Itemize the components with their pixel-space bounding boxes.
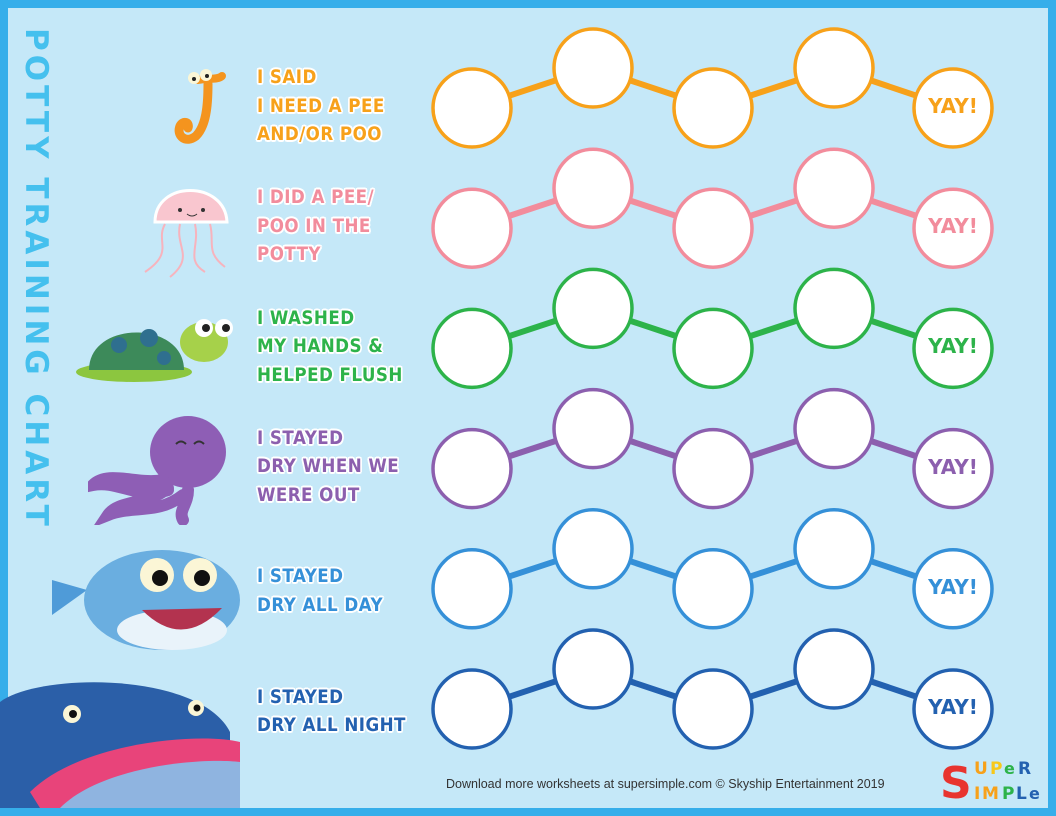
sticker-circle[interactable] [431,67,513,149]
sticker-circle[interactable] [793,147,875,229]
reward-text: YAY! [928,574,978,599]
sticker-circle[interactable] [431,427,513,510]
svg-text:U: U [974,759,988,779]
task-label-line: HELPED FLUSH [257,363,403,386]
task-label: I SAID I NEED A PEE AND/OR POO [257,63,385,149]
svg-text:e: e [1004,759,1015,778]
seahorse-icon [174,69,226,144]
sticker-circle[interactable] [431,187,513,269]
task-label-line: POTTY [257,243,321,266]
svg-text:R: R [1018,759,1031,779]
footer-text: Download more worksheets at supersimple.… [446,777,885,791]
reward-circle[interactable] [912,67,994,149]
super-simple-logo: S U P e R I M P L e [940,758,1040,806]
task-label-line: DRY WHEN WE [257,455,400,478]
svg-text:S: S [940,758,972,806]
sticker-circle[interactable] [793,387,875,470]
svg-text:P: P [1002,784,1014,804]
sticker-circle[interactable] [672,668,754,750]
turtle-icon [76,319,233,382]
task-label-line: I NEED A PEE [257,94,385,117]
task-label: I STAYED DRY ALL NIGHT [257,683,406,740]
task-label: I WASHED MY HANDS & HELPED FLUSH [257,304,403,390]
task-label-line: I STAYED [257,685,344,708]
task-label-line: I SAID [257,66,317,89]
reward-circle[interactable] [912,187,994,269]
task-label-line: WERE OUT [257,483,360,506]
octopus-icon [88,416,226,525]
task-label-line: DRY ALL NIGHT [257,714,406,736]
svg-text:P: P [990,759,1002,779]
sticker-circle[interactable] [672,427,754,510]
reward-text: YAY! [928,454,978,479]
task-label-line: I WASHED [257,306,355,329]
sticker-circle[interactable] [672,307,754,390]
task-label-line: I DID A PEE/ [257,186,375,209]
sticker-circle[interactable] [672,548,754,630]
task-label: I DID A PEE/POO IN THE POTTY [257,183,374,269]
sticker-circle[interactable] [431,668,513,750]
jellyfish-icon [144,189,229,278]
whale-icon [0,682,240,808]
reward-text: YAY! [928,94,978,118]
sticker-circle[interactable] [552,267,634,350]
sticker-circle[interactable] [793,508,875,590]
sticker-circle[interactable] [793,267,875,350]
reward-circle[interactable] [912,307,994,390]
sticker-circle[interactable] [552,508,634,590]
shark-icon [52,550,240,650]
reward-circle[interactable] [912,668,994,750]
task-label: I STAYED DRY WHEN WE WERE OUT [257,424,399,510]
sticker-circle[interactable] [672,67,754,149]
sticker-circle[interactable] [552,628,634,710]
task-label-line: MY HANDS & [257,335,384,358]
task-label-line: I STAYED [257,426,344,449]
sticker-circle[interactable] [552,27,634,109]
sticker-circle[interactable] [552,147,634,229]
sticker-circle[interactable] [552,387,634,470]
sticker-circle[interactable] [672,187,754,269]
reward-text: YAY! [928,695,978,719]
reward-text: YAY! [928,214,978,239]
svg-text:e: e [1029,784,1040,803]
task-label-line: POO IN THE [257,214,371,237]
sticker-circle[interactable] [431,548,513,630]
task-label-line: I STAYED [257,565,344,588]
task-label: I STAYED DRY ALL DAY [257,562,383,619]
svg-text:L: L [1016,784,1027,804]
reward-text: YAY! [928,334,978,359]
task-label-line: AND/OR POO [257,123,382,146]
reward-circle[interactable] [912,548,994,630]
sticker-circle[interactable] [793,628,875,710]
task-label-line: DRY ALL DAY [257,593,384,616]
svg-text:M: M [982,784,999,804]
sticker-circle[interactable] [431,307,513,390]
svg-text:I: I [974,784,980,804]
reward-circle[interactable] [912,427,994,510]
sticker-circle[interactable] [793,27,875,109]
